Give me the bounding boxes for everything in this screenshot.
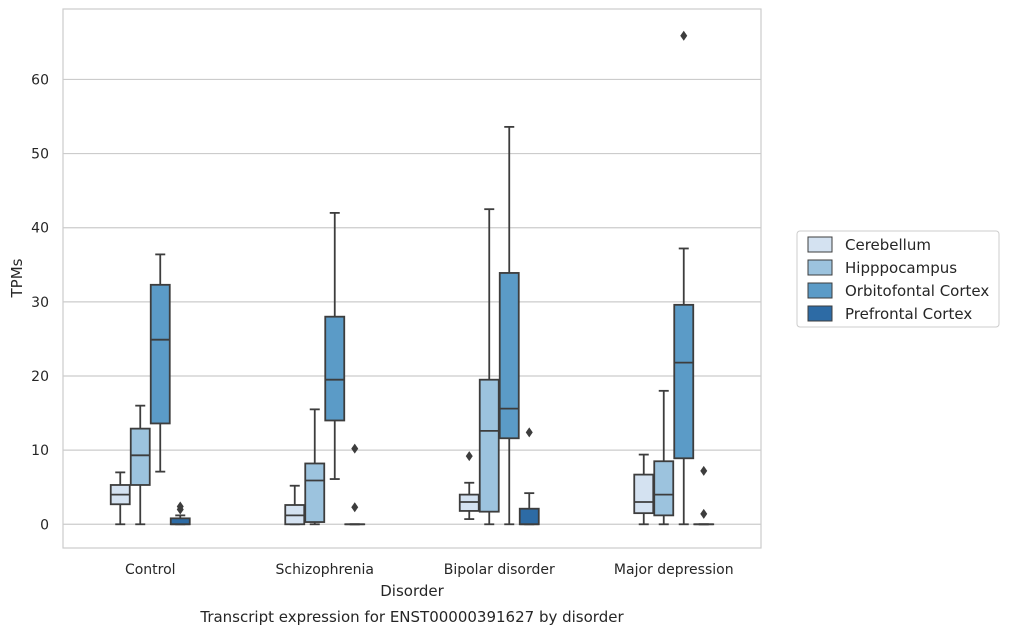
y-tick-label: 20 <box>31 369 49 385</box>
legend-label: Orbitofontal Cortex <box>845 282 989 300</box>
x-tick-label: Schizophrenia <box>276 562 374 578</box>
iqr-box <box>149 283 171 425</box>
legend-swatch <box>807 282 833 299</box>
outlier-point <box>351 443 359 454</box>
iqr-box <box>518 507 540 526</box>
box-prefrontal-cortex <box>169 501 191 526</box>
chart-caption: Transcript expression for ENST0000039162… <box>199 608 624 626</box>
box-cerebellum <box>458 451 480 520</box>
outlier-point <box>351 502 359 513</box>
box-prefrontal-cortex <box>693 465 715 526</box>
x-tick-label: Control <box>125 562 176 578</box>
legend-label: Hipppocampus <box>845 259 957 277</box>
iqr-box <box>673 303 695 460</box>
legend-swatch <box>807 259 833 276</box>
y-tick-labels: 0 10 20 30 40 50 60 <box>31 72 49 533</box>
box-hipppocampus <box>653 389 675 526</box>
y-tick-label: 60 <box>31 72 49 88</box>
y-tick-label: 0 <box>40 517 49 533</box>
y-tick-label: 30 <box>31 295 49 311</box>
box-cerebellum <box>109 471 131 526</box>
box-orbitofontal-cortex <box>149 253 171 473</box>
outlier-point <box>176 501 184 512</box>
x-axis-title: Disorder <box>380 582 444 600</box>
box-orbitofontal-cortex <box>324 211 346 480</box>
box-orbitofontal-cortex <box>498 125 520 526</box>
x-tick-label: Major depression <box>614 562 734 578</box>
box-cerebellum <box>284 484 306 526</box>
box-hipppocampus <box>304 408 326 526</box>
y-tick-label: 10 <box>31 443 49 459</box>
box-prefrontal-cortex <box>344 443 366 526</box>
iqr-box <box>324 315 346 422</box>
y-axis-title: TPMs <box>8 258 26 298</box>
box-hipppocampus <box>129 404 151 526</box>
legend-label: Prefrontal Cortex <box>845 305 972 323</box>
grid-lines <box>63 78 761 525</box>
iqr-box <box>633 473 655 515</box>
iqr-box <box>304 462 326 523</box>
outlier-point <box>680 30 688 41</box>
iqr-box <box>129 427 151 486</box>
y-tick-label: 50 <box>31 147 49 163</box>
outlier-point <box>700 508 708 519</box>
legend-swatch <box>807 236 833 253</box>
iqr-box <box>498 272 520 440</box>
box-cerebellum <box>633 453 655 526</box>
x-tick-labels: Control Schizophrenia Bipolar disorder Majo… <box>125 562 734 578</box>
legend-label: Cerebellum <box>845 236 931 254</box>
box-prefrontal-cortex <box>518 427 540 526</box>
iqr-box <box>478 378 500 513</box>
outlier-point <box>465 451 473 462</box>
legend-swatch <box>807 305 833 322</box>
box-orbitofontal-cortex <box>673 30 695 526</box>
boxes-layer <box>109 30 715 526</box>
x-tick-label: Bipolar disorder <box>444 562 555 578</box>
y-tick-label: 40 <box>31 221 49 237</box>
box-hipppocampus <box>478 208 500 526</box>
outlier-point <box>525 427 533 438</box>
plot-area-frame <box>62 8 762 549</box>
outlier-point <box>700 465 708 476</box>
legend-frame <box>796 230 1000 328</box>
legend: Cerebellum Hipppocampus Orbitofontal Corte… <box>796 230 1000 328</box>
iqr-box <box>653 460 675 517</box>
